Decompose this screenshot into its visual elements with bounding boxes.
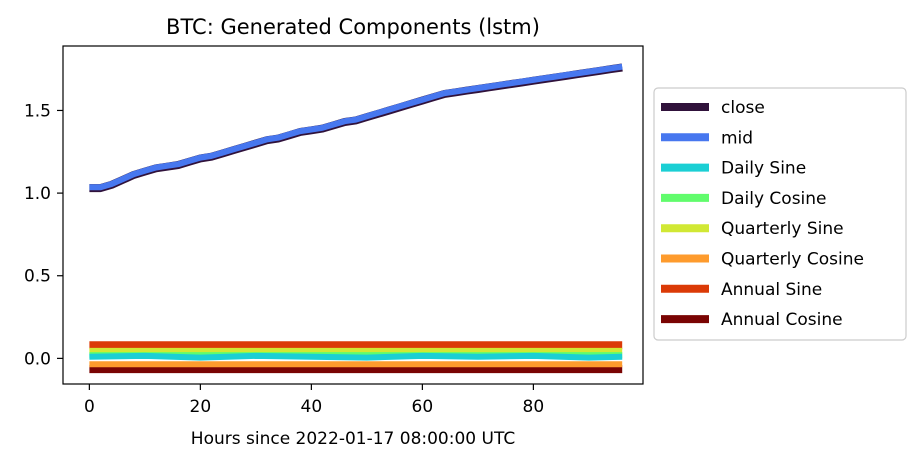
legend-item-quarterly-cosine: Quarterly Cosine [661,250,864,270]
series-line-daily-sine [89,352,623,361]
legend-item-daily-sine: Daily Sine [661,159,806,179]
x-tick-label: 60 [412,397,434,417]
x-tick-label: 0 [84,397,95,417]
y-axis-ticks: 0.0 0.5 1.0 1.5 [24,101,63,369]
axes-frame [62,45,644,385]
legend-item-annual-sine: Annual Sine [661,280,822,300]
x-axis-ticks: 0 20 40 60 80 [84,384,544,417]
y-tick-label: 0.5 [24,267,51,287]
plot-area [63,46,643,384]
chart-title: BTC: Generated Components (lstm) [166,15,540,39]
x-tick-label: 80 [523,397,545,417]
y-tick-label: 1.0 [24,184,51,204]
legend-label: mid [721,128,753,148]
series-line-mid [89,63,623,191]
x-tick-label: 20 [190,397,212,417]
legend-item-close: close [661,98,765,118]
y-tick-label: 0.0 [24,349,51,369]
legend-label: Daily Cosine [721,189,827,209]
series-layer [89,63,623,374]
legend-label: Annual Cosine [721,310,843,330]
y-tick-label: 1.5 [24,101,51,121]
legend-item-mid: mid [661,128,753,148]
legend-frame [653,87,907,341]
legend-label: Quarterly Sine [721,219,844,239]
x-axis-label: Hours since 2022-01-17 08:00:00 UTC [191,429,515,449]
legend: close mid Daily Sine Daily Cosine Quarterly … [653,87,907,341]
legend-item-quarterly-sine: Quarterly Sine [661,219,844,239]
legend-item-daily-cosine: Daily Cosine [661,189,827,209]
legend-label: Annual Sine [721,280,822,300]
legend-label: Daily Sine [721,159,806,179]
x-tick-label: 40 [301,397,323,417]
legend-label: Quarterly Cosine [721,250,864,270]
legend-label: close [721,98,765,118]
legend-item-annual-cosine: Annual Cosine [661,310,843,330]
